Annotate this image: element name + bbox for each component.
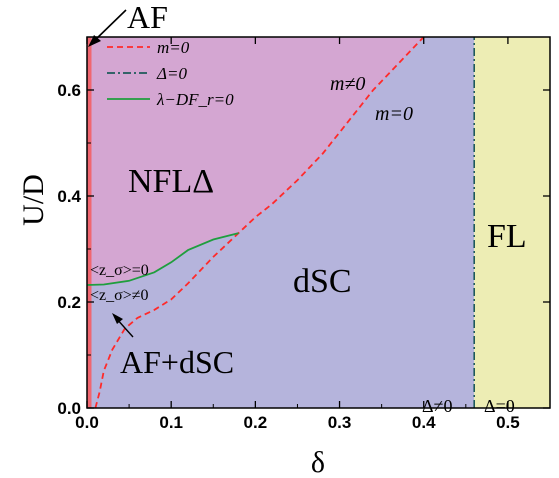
region-fl	[474, 37, 550, 408]
annotation-m-ne-0: m≠0	[330, 73, 365, 95]
annotation-z-eq-0: <z_σ>=0	[90, 262, 149, 279]
legend: m=0 Δ=0 λ−DF_r=0	[107, 38, 234, 109]
region-label-fl: FL	[487, 218, 527, 255]
x-tick-label: 0.1	[159, 413, 183, 432]
arrow-af-dsc	[112, 313, 134, 338]
arrow-af	[88, 9, 127, 47]
annotation-delta-eq-0: Δ=0	[484, 396, 515, 416]
y-tick-label: 0.0	[57, 399, 81, 418]
legend-label: λ−DF_r=0	[156, 90, 234, 109]
region-label-af-dsc: AF+dSC	[120, 344, 234, 380]
y-tick-label: 0.2	[57, 293, 81, 312]
region-nfl	[87, 37, 424, 286]
x-tick-label: 0.4	[412, 413, 436, 432]
legend-label: Δ=0	[156, 64, 187, 83]
plot-frame	[86, 36, 551, 409]
x-axis-label: δ	[311, 446, 325, 478]
x-tick-label: 0.2	[244, 413, 268, 432]
region-label-af: AF	[127, 0, 168, 35]
series-lambda-line	[86, 232, 239, 286]
y-axis-label: U/D	[17, 174, 50, 226]
y-tick-label: 0.4	[57, 187, 81, 206]
region-label-dsc: dSC	[293, 263, 352, 300]
series-m-line	[94, 36, 425, 409]
annotation-delta-ne-0: Δ≠0	[422, 396, 452, 416]
x-tick-label: 0.5	[496, 413, 520, 432]
annotation-m-eq-0: m=0	[375, 103, 413, 125]
y-tick-label: 0.6	[57, 81, 81, 100]
legend-label: m=0	[157, 38, 190, 57]
region-label-nfl: NFLΔ	[128, 163, 214, 200]
x-tick-label: 0.0	[75, 413, 99, 432]
annotation-z-ne-0: <z_σ>≠0	[90, 287, 149, 304]
x-tick-label: 0.3	[328, 413, 352, 432]
